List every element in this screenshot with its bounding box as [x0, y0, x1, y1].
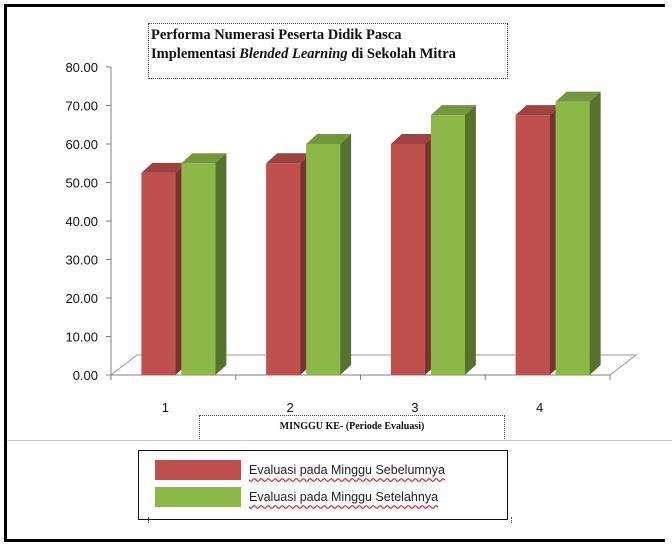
bar-side [215, 153, 227, 375]
bar [515, 105, 561, 375]
y-tick-label: 0.00 [73, 368, 98, 383]
legend: Evaluasi pada Minggu Sebelumnya Evaluasi… [138, 450, 508, 520]
y-tick-label: 30.00 [65, 253, 98, 268]
bar-side [589, 91, 601, 376]
bar-side [340, 134, 352, 375]
bar [266, 153, 312, 375]
bar-front [515, 115, 550, 375]
bar-front [181, 163, 216, 375]
chart-title-line1: Performa Numerasi Peserta Didik Pasca [151, 27, 402, 43]
legend-label-before: Evaluasi pada Minggu Sebelumnya [249, 463, 445, 477]
bar-top [141, 162, 187, 173]
chart-title: Performa Numerasi Peserta Didik Pasca Im… [148, 23, 508, 79]
legend-item-after: Evaluasi pada Minggu Setelahnya [155, 487, 438, 507]
legend-label-after: Evaluasi pada Minggu Setelahnya [249, 490, 439, 504]
bar [430, 105, 476, 375]
y-tick-label: 80.00 [65, 60, 98, 75]
legend-item-before: Evaluasi pada Minggu Sebelumnya [155, 460, 445, 480]
x-tick-label: 4 [536, 400, 543, 415]
bar-top [555, 91, 601, 102]
bar-top [390, 134, 436, 144]
y-tick-label: 10.00 [65, 330, 98, 345]
bar-front [306, 144, 341, 375]
bar-top [181, 153, 227, 164]
bar [555, 91, 601, 376]
bar-front [555, 101, 590, 376]
bar-front [266, 163, 301, 375]
legend-swatch-before [155, 460, 241, 480]
bar-front [390, 144, 425, 375]
y-tick-label: 70.00 [65, 99, 98, 114]
y-tick-label: 20.00 [65, 291, 98, 306]
bar-front [430, 115, 465, 375]
chart-title-line2: Implementasi Blended Learning di Sekolah… [151, 46, 456, 62]
divider-line [7, 440, 672, 441]
x-tick-label: 1 [162, 400, 169, 415]
y-tick-label: 50.00 [65, 176, 98, 191]
bar-side [464, 105, 476, 375]
y-tick-label: 60.00 [65, 137, 98, 152]
x-axis-title: MINGGU KE- (Periode Evaluasi) [199, 415, 505, 441]
legend-frame-edge [148, 517, 512, 523]
bar [141, 162, 187, 375]
x-tick-label: 3 [411, 400, 418, 415]
legend-swatch-after [155, 487, 241, 507]
bar-top [306, 134, 352, 144]
bar-front [141, 172, 176, 375]
bar-top [266, 153, 312, 164]
bar-top [430, 105, 476, 116]
bar-top [515, 105, 561, 116]
x-tick-label: 2 [287, 400, 294, 415]
bar [390, 134, 436, 375]
bar [306, 134, 352, 375]
bar [181, 153, 227, 375]
y-tick-label: 40.00 [65, 214, 98, 229]
